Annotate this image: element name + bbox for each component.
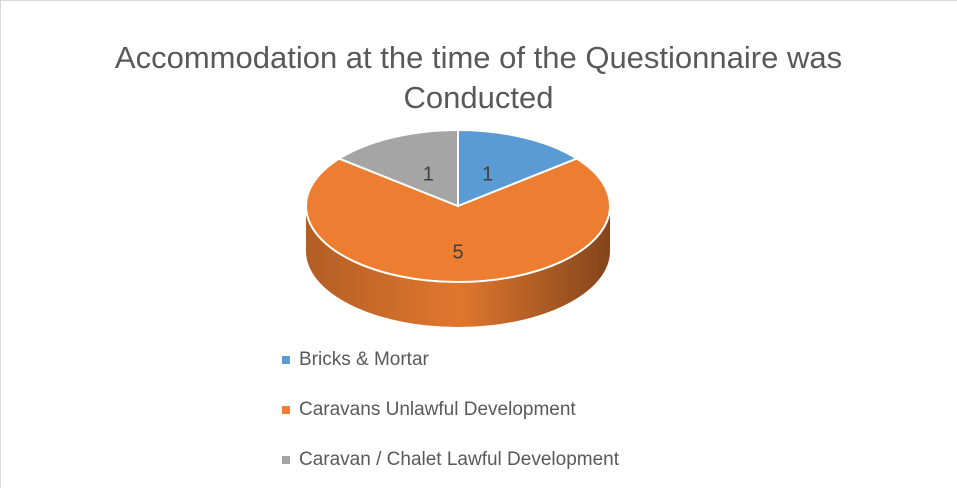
slice-side-shade bbox=[306, 206, 610, 327]
legend-label: Caravans Unlawful Development bbox=[299, 399, 576, 420]
slice bbox=[305, 157, 611, 283]
data-label: 1 bbox=[423, 163, 434, 185]
slice bbox=[336, 128, 459, 208]
legend-swatch bbox=[282, 456, 290, 464]
legend-label: Bricks & Mortar bbox=[299, 349, 430, 370]
legend-label: Caravan / Chalet Lawful Development bbox=[299, 449, 620, 470]
legend-swatch bbox=[282, 356, 290, 364]
legend-swatch bbox=[282, 406, 290, 414]
data-label: 5 bbox=[452, 241, 463, 263]
chart-title: Accommodation at the time of the Questio… bbox=[114, 40, 843, 115]
data-label: 1 bbox=[482, 163, 493, 185]
slice bbox=[457, 128, 580, 208]
